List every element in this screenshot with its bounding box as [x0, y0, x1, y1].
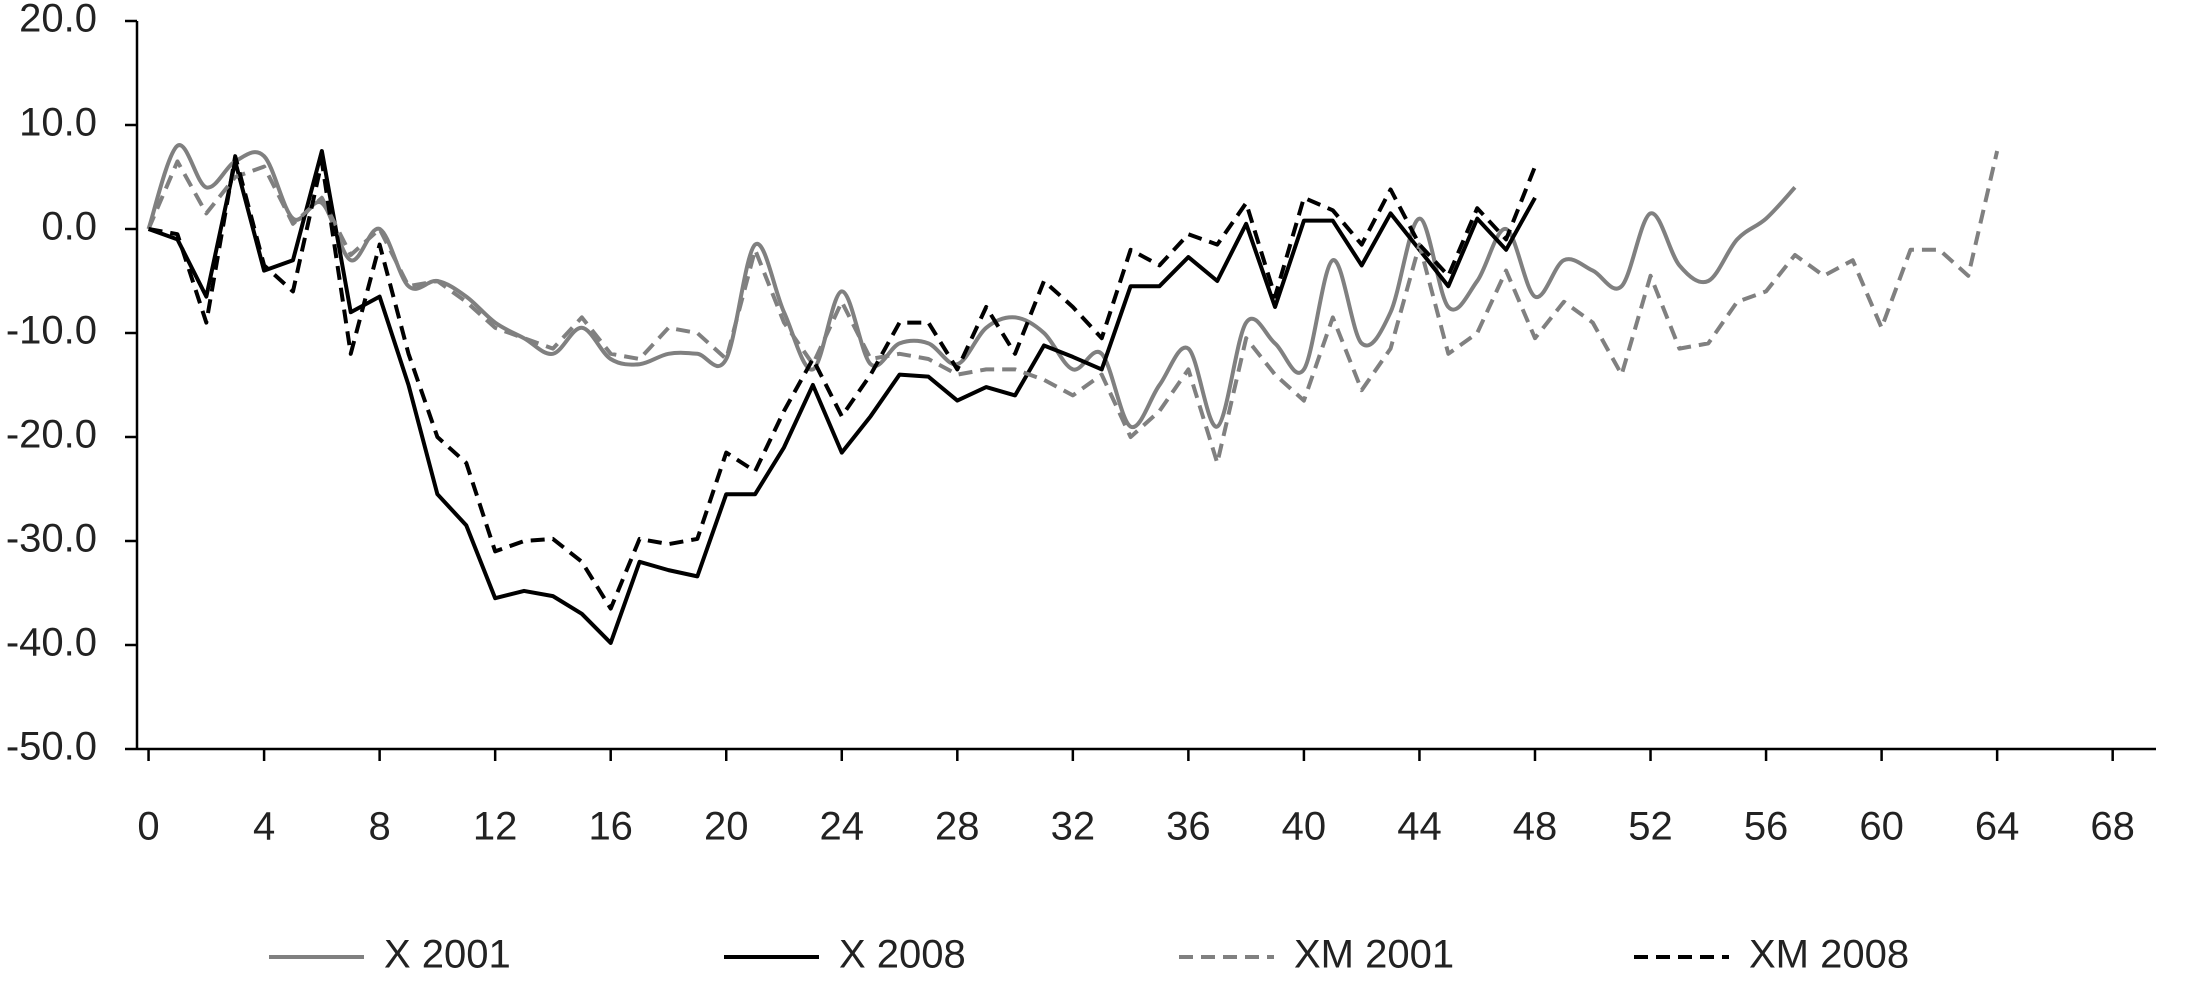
x-tick-label: 48	[1513, 805, 1558, 849]
x-tick-label: 60	[1859, 805, 1904, 849]
y-tick-label: -30.0	[6, 517, 97, 561]
x-tick-label: 0	[137, 805, 159, 849]
x-tick-label: 68	[2090, 805, 2135, 849]
x-tick-label: 32	[1051, 805, 1096, 849]
series-line	[146, 143, 1797, 429]
y-tick-label: -40.0	[6, 621, 97, 665]
y-tick-label: 0.0	[41, 205, 97, 249]
legend-label: X 2008	[839, 933, 966, 977]
x-tick-label: 52	[1628, 805, 1673, 849]
x-tick-label: 24	[820, 805, 865, 849]
x-tick-label: 16	[588, 805, 633, 849]
y-tick-label: 20.0	[19, 0, 97, 41]
x-tick-label: 4	[253, 805, 275, 849]
legend-label: XM 2001	[1294, 933, 1454, 977]
x-tick-label: 12	[473, 805, 518, 849]
x-tick-label: 44	[1397, 805, 1442, 849]
y-tick-label: -50.0	[6, 725, 97, 769]
series-line	[146, 150, 2000, 465]
x-tick-label: 56	[1744, 805, 1789, 849]
x-tick-label: 8	[369, 805, 391, 849]
legend-label: XM 2008	[1749, 933, 1909, 977]
y-tick-label: -10.0	[6, 309, 97, 353]
x-tick-label: 64	[1975, 805, 2020, 849]
y-tick-label: -20.0	[6, 413, 97, 457]
x-tick-label: 20	[704, 805, 749, 849]
legend-label: X 2001	[384, 933, 511, 977]
series-line	[148, 154, 1537, 611]
x-tick-label: 40	[1282, 805, 1327, 849]
x-tick-label: 36	[1166, 805, 1211, 849]
y-tick-label: 10.0	[19, 101, 97, 145]
series-line	[147, 149, 1537, 645]
x-tick-label: 28	[935, 805, 980, 849]
